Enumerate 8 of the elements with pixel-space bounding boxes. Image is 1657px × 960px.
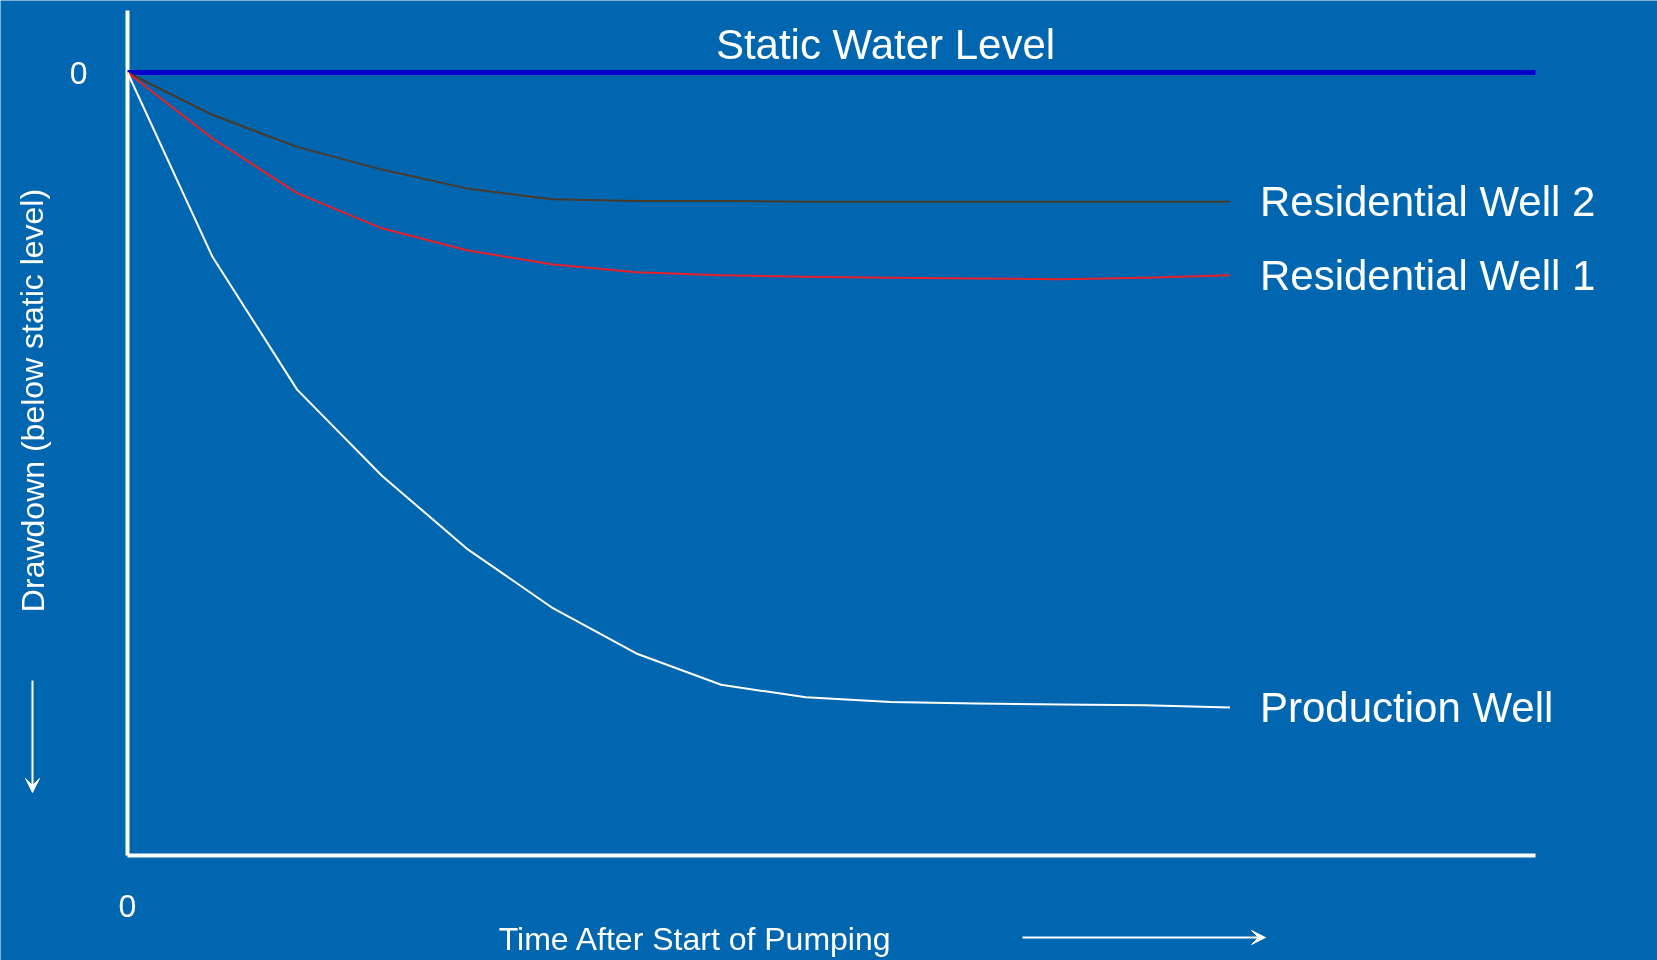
text: 0 <box>118 887 137 924</box>
series-label: Residential Well 2 <box>1259 178 1596 226</box>
annotation: 0 <box>69 54 88 91</box>
series-label: Residential Well 1 <box>1259 251 1596 299</box>
ref-line-label: Static Water Level <box>715 20 1056 68</box>
x-axis-title: Time After Start of Pumping <box>498 920 891 957</box>
y-axis-title: Drawdown (below static level) <box>14 188 51 613</box>
series-label: Production Well <box>1259 684 1554 732</box>
